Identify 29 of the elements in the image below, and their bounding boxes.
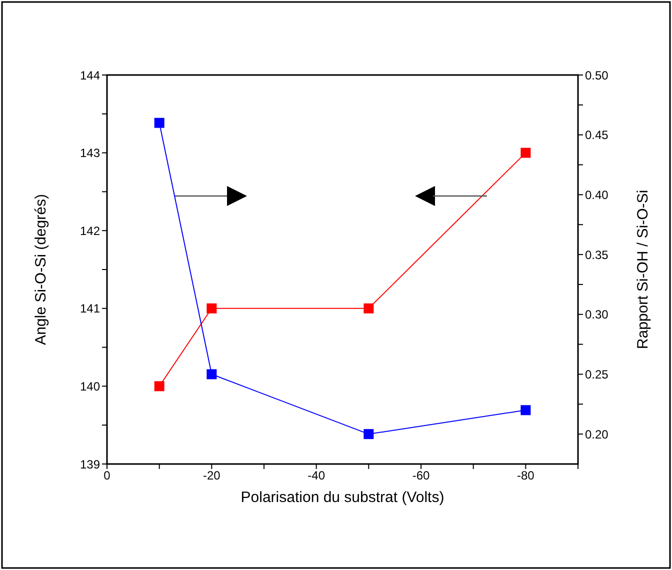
point (364, 429, 374, 440)
y2-tick-label: 0.50 (585, 68, 609, 82)
x-axis-title: Polarisation du substrat (Volts) (240, 489, 444, 506)
point (520, 148, 531, 158)
point (206, 369, 217, 380)
x-tick-label: 0 (104, 468, 111, 483)
y2-tick-label: 0.40 (585, 188, 609, 202)
y-tick-label: 140 (80, 379, 100, 394)
y-tick-label: 139 (80, 457, 100, 472)
point (364, 303, 374, 314)
x-tick-label: -20 (202, 468, 221, 483)
point (154, 118, 164, 128)
point (206, 303, 217, 314)
y-tick-label: 144 (80, 68, 100, 82)
y-tick-label: 143 (80, 146, 100, 160)
x-tick-label: -40 (308, 468, 326, 483)
y2-tick-label: 0.25 (585, 367, 609, 382)
y2-tick-label: 0.20 (585, 427, 609, 442)
y-tick-label: 142 (80, 224, 100, 238)
x-tick-label: -60 (412, 468, 430, 483)
y2-tick-label: 0.30 (585, 308, 609, 322)
y-axis-title: Angle Si-O-Si (degrés) (32, 194, 50, 345)
point (154, 381, 164, 392)
x-tick-label: -80 (516, 468, 535, 483)
y-tick-label: 141 (80, 302, 100, 316)
point (520, 405, 531, 416)
y2-axis-title: Rapport Si-OH / Si-O-Si (634, 190, 652, 350)
y2-tick-label: 0.45 (585, 128, 609, 142)
y2-tick-label: 0.35 (585, 248, 609, 262)
